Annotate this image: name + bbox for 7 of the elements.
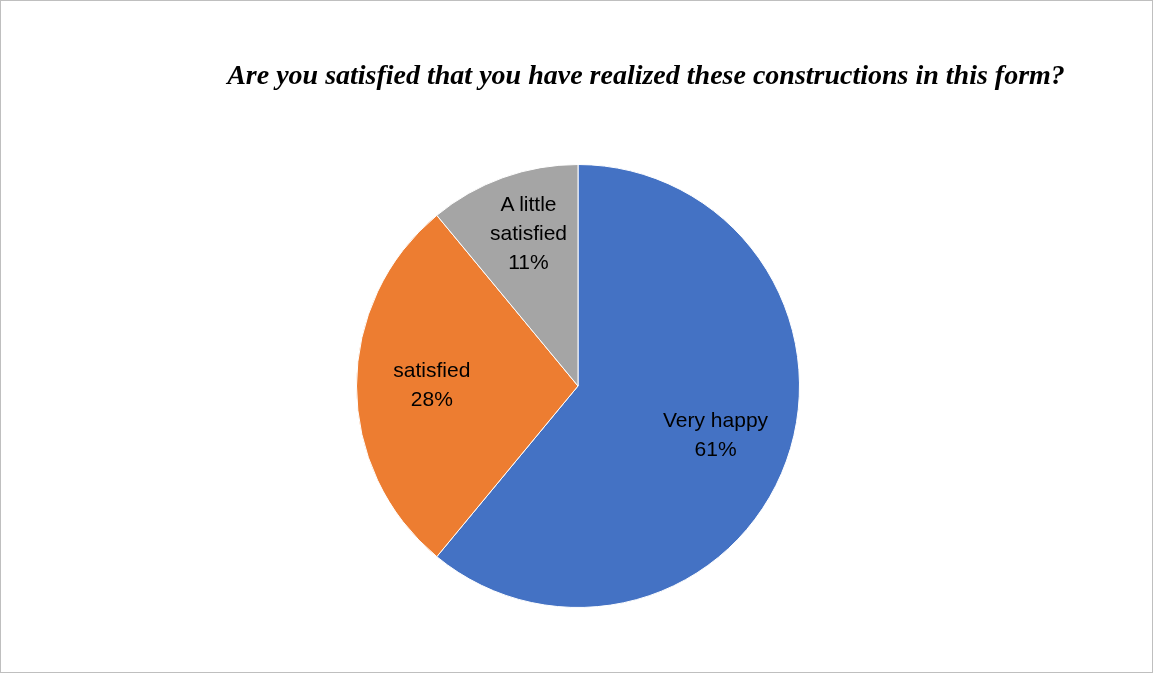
data-label: 11% — [508, 249, 549, 273]
chart-title: Are you satisfied that you have realized these constructions in this form? — [225, 58, 1066, 92]
data-label: 28% — [410, 387, 453, 411]
slice-label: Very happy — [663, 407, 769, 431]
data-label: 61% — [694, 436, 737, 460]
slice-label: A little satisfied — [489, 191, 567, 244]
slice-label: satisfied — [393, 358, 471, 382]
